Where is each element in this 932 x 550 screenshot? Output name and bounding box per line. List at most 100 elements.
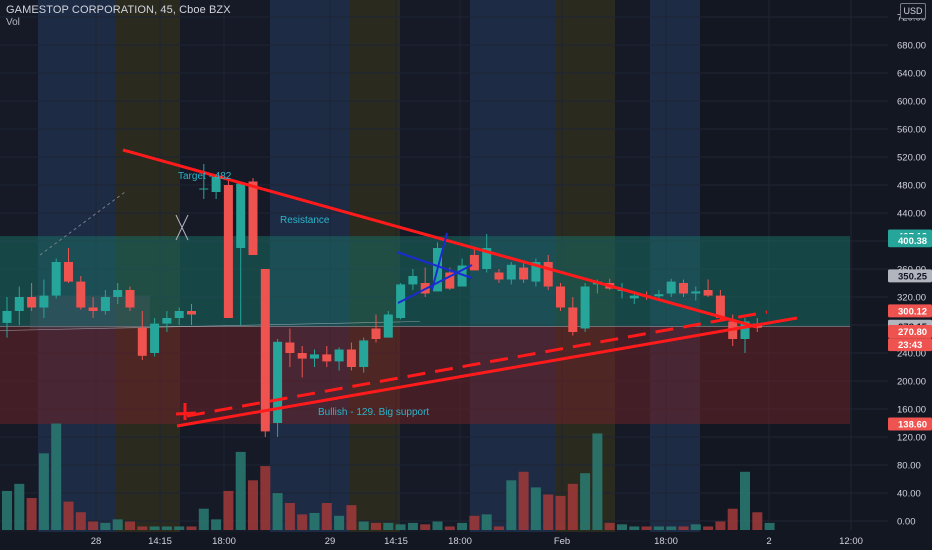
time-tick-label: 14:15 [148, 536, 172, 547]
cross-line [397, 264, 473, 304]
volume-bar [38, 453, 49, 530]
time-axis-bg [0, 532, 932, 550]
volume-bar [444, 526, 455, 530]
candle-body [469, 255, 479, 271]
candle-body [162, 318, 172, 324]
volume-bar [51, 423, 62, 530]
volume-bar [161, 526, 172, 530]
volume-bar [543, 494, 554, 530]
volume-bar [297, 514, 308, 530]
candle-body [359, 340, 369, 367]
candle-body [51, 262, 61, 296]
currency-button[interactable]: USD [900, 3, 926, 19]
price-tick-label: 560.00 [897, 125, 926, 136]
candle-body [654, 294, 664, 297]
price-badge-label: 350.25 [898, 271, 928, 282]
volume-bar [211, 519, 222, 530]
volume-bar [715, 521, 726, 530]
candle-body [445, 272, 455, 289]
candle-body [371, 328, 381, 339]
symbol-title[interactable]: GAMESTOP CORPORATION, 45, Cboe BZX [6, 4, 231, 16]
candle-body [260, 269, 270, 432]
anchor-mark [175, 411, 197, 416]
candle-body [494, 272, 504, 280]
volume-bar [629, 526, 640, 530]
volume-bar [752, 512, 763, 530]
volume-bar [567, 483, 578, 530]
resistance-annotation: Resistance [280, 215, 330, 226]
volume-bar [592, 433, 603, 530]
time-tick-label: 18:00 [212, 536, 236, 547]
candle-body [236, 183, 246, 248]
volume-bar [580, 473, 591, 530]
candle-body [715, 295, 725, 318]
candle-body [76, 281, 86, 308]
price-tick-label: 600.00 [897, 97, 926, 108]
drawings[interactable]: Target - 482 Resistance Bullish - 129. Big… [39, 148, 798, 428]
price-tick-label: 160.00 [897, 405, 926, 416]
volume-bar [125, 521, 135, 530]
cross-line [396, 251, 473, 279]
price-tick-label: 120.00 [897, 433, 926, 444]
volume-bar [198, 508, 209, 530]
volume-bar [494, 526, 504, 530]
volume-bar [469, 515, 480, 530]
volume-bar [2, 490, 12, 530]
candle-body [174, 311, 184, 318]
price-tick-label: 200.00 [897, 377, 926, 388]
price-tick-label: 520.00 [897, 153, 926, 164]
candle-body [64, 262, 73, 282]
time-tick-label: 18:00 [654, 536, 678, 547]
price-badge [888, 234, 932, 248]
volume-bar [653, 526, 664, 530]
price-badge-label: 23:43 [898, 340, 922, 351]
price-tick-label: 640.00 [897, 69, 926, 80]
candle-body [88, 307, 98, 311]
volume-bar [690, 524, 701, 530]
candle-body [137, 327, 147, 356]
target-annotation: Target - 482 [178, 171, 232, 182]
time-axis[interactable]: 28 14:15 18:00 29 14:15 18:00 Feb 18:00 2 12:00 [0, 532, 932, 550]
candle-body [14, 297, 24, 311]
candle-body [248, 181, 258, 255]
volume-bar [272, 493, 283, 530]
volume-bar [235, 451, 246, 530]
time-tick-label: 12:00 [839, 536, 863, 547]
volume-bar [321, 503, 332, 530]
volume-bar [358, 521, 369, 530]
volume-bar [112, 519, 123, 530]
volume-bar [764, 522, 775, 530]
volume-bar [407, 522, 418, 530]
candle-body [482, 248, 492, 269]
candle-body [543, 262, 553, 287]
candle-body [273, 341, 283, 423]
candle-body [334, 349, 344, 362]
candle-body [408, 276, 418, 285]
price-axis[interactable]: 720.00680.00640.00600.00560.00520.00480.… [888, 0, 932, 550]
volume-bar [481, 514, 492, 530]
price-badge-label: 400.38 [898, 236, 927, 247]
time-tick-label: 18:00 [448, 536, 472, 547]
candle-body [457, 265, 467, 287]
price-tick-label: 440.00 [897, 209, 926, 220]
volume-bar [740, 471, 750, 530]
volume-bar [457, 522, 468, 530]
volume-bar [346, 505, 357, 530]
price-badge [888, 338, 932, 352]
volume-bar [617, 524, 627, 530]
volume-label: Vol [6, 17, 20, 28]
price-badge [888, 324, 932, 338]
candle-body [100, 297, 110, 311]
candle-body [187, 311, 196, 315]
candle-body [506, 264, 516, 280]
cross-mark [175, 214, 189, 241]
time-tick-label: 14:15 [384, 536, 408, 547]
volume-bar [506, 480, 517, 530]
volume-bar [88, 521, 99, 530]
candle-body [568, 307, 578, 332]
volume-bar [727, 508, 738, 530]
candle-body [223, 185, 233, 318]
volume-bar [371, 522, 381, 530]
volume-bar [174, 526, 185, 530]
